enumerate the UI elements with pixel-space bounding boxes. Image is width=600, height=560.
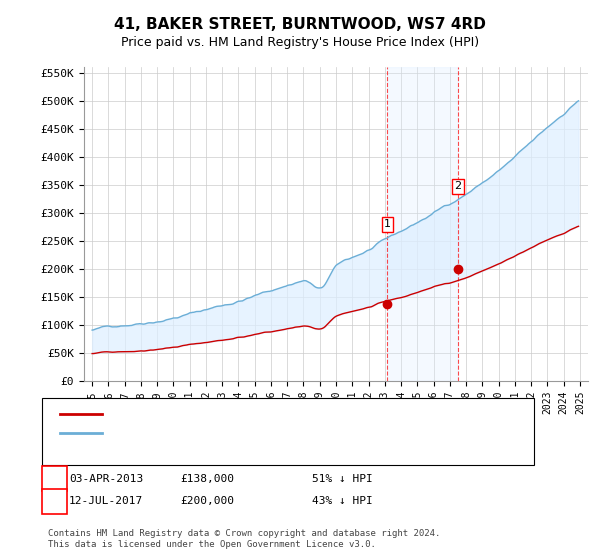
Text: £200,000: £200,000 (180, 496, 234, 506)
Text: Price paid vs. HM Land Registry's House Price Index (HPI): Price paid vs. HM Land Registry's House … (121, 36, 479, 49)
Text: 2: 2 (51, 496, 58, 506)
Text: 2: 2 (454, 181, 461, 192)
Text: HPI: Average price, detached house, Lichfield: HPI: Average price, detached house, Lich… (108, 428, 389, 438)
Text: 51% ↓ HPI: 51% ↓ HPI (312, 474, 373, 484)
Text: 1: 1 (384, 220, 391, 230)
Text: 41, BAKER STREET, BURNTWOOD, WS7 4RD: 41, BAKER STREET, BURNTWOOD, WS7 4RD (114, 17, 486, 32)
Text: 43% ↓ HPI: 43% ↓ HPI (312, 496, 373, 506)
Text: 1: 1 (51, 474, 58, 484)
Text: £138,000: £138,000 (180, 474, 234, 484)
Text: 41, BAKER STREET, BURNTWOOD, WS7 4RD (detached house): 41, BAKER STREET, BURNTWOOD, WS7 4RD (de… (108, 409, 439, 419)
Text: Contains HM Land Registry data © Crown copyright and database right 2024.
This d: Contains HM Land Registry data © Crown c… (48, 529, 440, 549)
Text: 03-APR-2013: 03-APR-2013 (69, 474, 143, 484)
Bar (388, 67, 458, 381)
Text: 12-JUL-2017: 12-JUL-2017 (69, 496, 143, 506)
